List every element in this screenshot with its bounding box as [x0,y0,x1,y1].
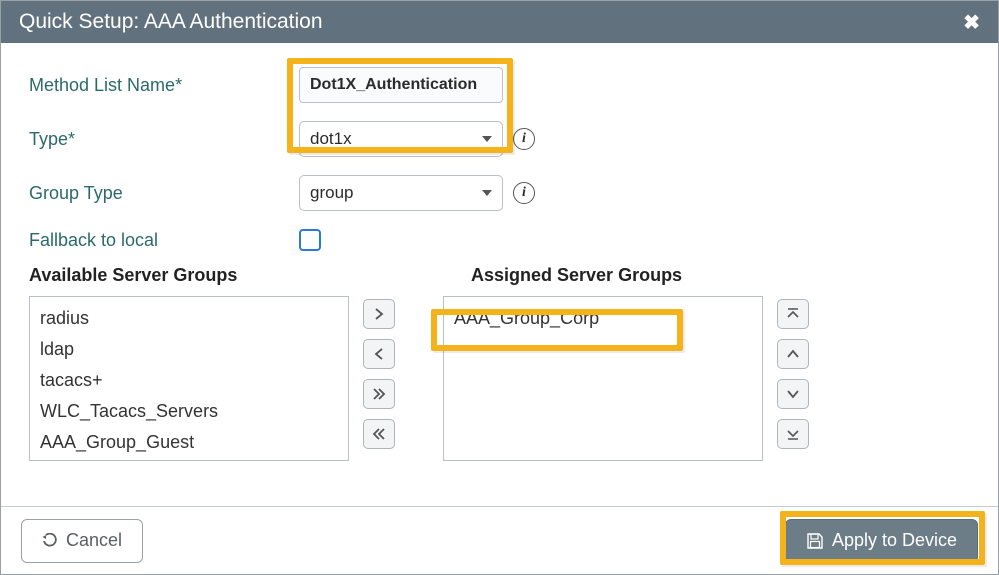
assigned-column: Assigned Server Groups AAA_Group_Corp [443,265,763,461]
row-group-type: Group Type group i [29,175,970,211]
move-down-button[interactable] [777,379,809,409]
list-item[interactable]: ldap [40,334,338,365]
available-column: Available Server Groups radiusldaptacacs… [29,265,349,461]
method-list-name-input[interactable] [299,67,503,103]
apply-button[interactable]: Apply to Device [785,519,978,563]
group-type-select[interactable]: group [299,175,503,211]
assigned-title: Assigned Server Groups [443,265,763,286]
row-fallback: Fallback to local [29,229,970,251]
dialog-footer: Cancel Apply to Device [1,506,998,574]
save-icon [806,532,824,550]
order-buttons [763,265,823,461]
label-method-list-name: Method List Name* [29,75,299,96]
dual-list: Available Server Groups radiusldaptacacs… [29,265,970,461]
list-item[interactable]: tacacs+ [40,365,338,396]
available-listbox[interactable]: radiusldaptacacs+WLC_Tacacs_ServersAAA_G… [29,296,349,461]
type-select-value: dot1x [310,129,352,149]
type-select[interactable]: dot1x [299,121,503,157]
dialog-title: Quick Setup: AAA Authentication [19,10,323,34]
fallback-checkbox[interactable] [299,229,321,251]
dialog: Quick Setup: AAA Authentication ✖ Method… [0,0,999,575]
close-icon[interactable]: ✖ [963,10,980,35]
chevron-down-icon [482,190,492,196]
move-bottom-button[interactable] [777,419,809,449]
list-item[interactable]: AAA_Group_Guest [40,427,338,458]
form-content: Method List Name* Type* dot1x i Group Ty… [1,43,998,461]
transfer-buttons [349,265,409,461]
available-title: Available Server Groups [29,265,349,286]
row-method-list-name: Method List Name* [29,67,970,103]
list-item[interactable]: radius [40,303,338,334]
label-type: Type* [29,129,299,150]
cancel-button[interactable]: Cancel [21,519,143,563]
cancel-button-label: Cancel [66,530,122,551]
move-up-button[interactable] [777,339,809,369]
apply-button-label: Apply to Device [832,530,957,551]
move-all-left-button[interactable] [363,419,395,449]
group-type-select-value: group [310,183,353,203]
chevron-down-icon [482,136,492,142]
move-right-button[interactable] [363,299,395,329]
titlebar: Quick Setup: AAA Authentication ✖ [1,1,998,43]
row-type: Type* dot1x i [29,121,970,157]
move-top-button[interactable] [777,299,809,329]
info-icon[interactable]: i [513,182,535,204]
list-item[interactable]: AAA_Group_Corp [454,303,752,334]
undo-icon [42,533,58,549]
move-all-right-button[interactable] [363,379,395,409]
assigned-listbox[interactable]: AAA_Group_Corp [443,296,763,461]
label-group-type: Group Type [29,183,299,204]
info-icon[interactable]: i [513,128,535,150]
move-left-button[interactable] [363,339,395,369]
label-fallback: Fallback to local [29,230,299,251]
list-item[interactable]: WLC_Tacacs_Servers [40,396,338,427]
